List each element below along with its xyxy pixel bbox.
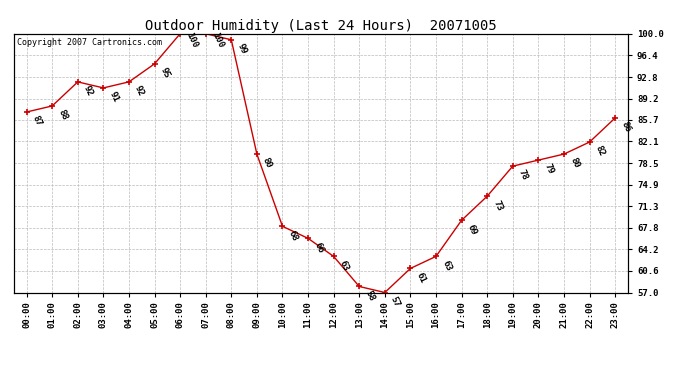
Text: 63: 63 bbox=[338, 259, 351, 272]
Text: 82: 82 bbox=[593, 144, 607, 158]
Text: 58: 58 bbox=[364, 289, 376, 302]
Text: 80: 80 bbox=[568, 156, 581, 170]
Text: 66: 66 bbox=[312, 241, 325, 254]
Text: 68: 68 bbox=[286, 229, 299, 242]
Text: 73: 73 bbox=[491, 199, 504, 212]
Text: 91: 91 bbox=[108, 90, 120, 104]
Text: 57: 57 bbox=[389, 295, 402, 308]
Text: 78: 78 bbox=[517, 168, 530, 182]
Text: 99: 99 bbox=[235, 42, 248, 56]
Text: 92: 92 bbox=[82, 84, 95, 98]
Text: 100: 100 bbox=[184, 31, 199, 50]
Text: 88: 88 bbox=[57, 108, 69, 122]
Text: 63: 63 bbox=[440, 259, 453, 272]
Text: 100: 100 bbox=[210, 31, 225, 50]
Text: 95: 95 bbox=[159, 66, 171, 80]
Text: 80: 80 bbox=[261, 156, 274, 170]
Text: Copyright 2007 Cartronics.com: Copyright 2007 Cartronics.com bbox=[17, 38, 162, 46]
Text: 61: 61 bbox=[415, 271, 427, 284]
Text: 92: 92 bbox=[133, 84, 146, 98]
Text: 86: 86 bbox=[619, 120, 632, 134]
Text: 79: 79 bbox=[542, 162, 555, 176]
Text: 87: 87 bbox=[31, 114, 43, 128]
Title: Outdoor Humidity (Last 24 Hours)  20071005: Outdoor Humidity (Last 24 Hours) 2007100… bbox=[145, 19, 497, 33]
Text: 69: 69 bbox=[466, 223, 478, 236]
